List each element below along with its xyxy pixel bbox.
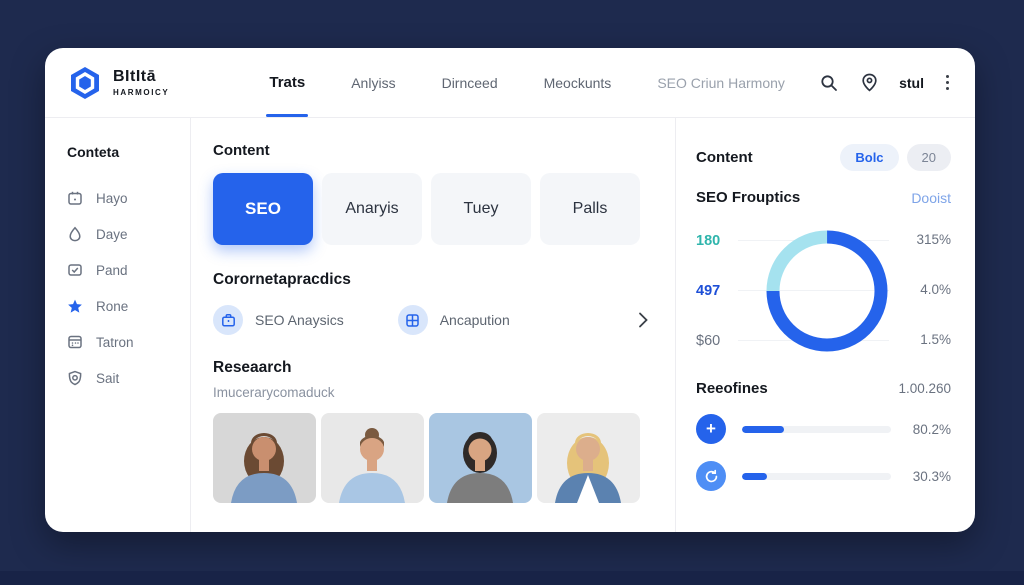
filter-seo-button[interactable]: SEO — [213, 173, 313, 245]
location-pin-icon[interactable] — [859, 73, 879, 93]
brand-name: BItItā — [113, 68, 156, 85]
practices-section: Corornetapracdics SEO Anaysics — [213, 271, 655, 335]
progress-fill — [742, 472, 768, 480]
filter-palls-button[interactable]: Palls — [540, 173, 640, 245]
sidebar-item-label: Hayo — [96, 190, 128, 206]
calendar-grid-icon — [68, 335, 82, 349]
progress-bar — [742, 472, 891, 480]
header-actions: stul — [819, 73, 951, 93]
research-subtext: Imucerarycomaduck — [213, 385, 335, 400]
panel-heading: Content — [696, 149, 753, 166]
practice-label: SEO Anaysics — [255, 312, 344, 328]
practices-row: SEO Anaysics Ancapution — [213, 305, 655, 335]
kebab-menu-icon[interactable] — [944, 73, 951, 92]
sidebar-heading: Conteta — [67, 144, 120, 160]
sidebar-item-pand[interactable]: Pand — [67, 252, 190, 288]
sidebar-item-daye[interactable]: Daye — [67, 216, 190, 252]
progress-row: + 80.2% — [696, 414, 951, 444]
sidebar-item-hayo[interactable]: Hayo — [67, 180, 190, 216]
content-body: Conteta Hayo Daye Pand — [45, 118, 975, 532]
sidebar-item-rone[interactable]: Rone — [67, 288, 190, 324]
refines-section: Reeofines 1.00.260 + 80.2% 30.3% — [696, 380, 951, 491]
app-window: BItItā HARMOICY Trats Anlyiss Dirnceed M… — [45, 48, 975, 532]
shield-icon — [68, 370, 82, 386]
panel-badges: Bolc 20 — [840, 144, 951, 171]
sidebar-item-label: Tatron — [96, 334, 134, 350]
sidebar-item-sait[interactable]: Sait — [67, 360, 190, 396]
filter-anaryis-button[interactable]: Anaryis — [322, 173, 422, 245]
filter-tuey-button[interactable]: Tuey — [431, 173, 531, 245]
badge-bolc[interactable]: Bolc — [840, 144, 899, 171]
portrait-photo[interactable] — [537, 413, 640, 503]
stat-value: 497 — [696, 283, 721, 299]
calendar-icon — [68, 191, 82, 205]
stat-percent: 315% — [916, 232, 951, 247]
sidebar-item-label: Sait — [96, 370, 120, 386]
sidebar-item-label: Daye — [96, 226, 128, 242]
brand-subtitle: HARMOICY — [113, 88, 170, 97]
practice-seo-anaysics[interactable]: SEO Anaysics — [213, 305, 344, 335]
research-photos — [213, 413, 655, 503]
research-heading: Reseaarch — [213, 359, 292, 376]
chevron-right-icon[interactable] — [637, 311, 649, 329]
dooist-link[interactable]: Dooist — [911, 189, 951, 206]
refines-heading: Reeofines — [696, 380, 768, 397]
sidebar-item-label: Pand — [96, 262, 128, 278]
main-heading: Content — [213, 142, 270, 159]
top-nav: BItItā HARMOICY Trats Anlyiss Dirnceed M… — [45, 48, 975, 118]
tab-anlyiss[interactable]: Anlyiss — [351, 74, 396, 91]
tab-meockunts[interactable]: Meockunts — [543, 74, 612, 91]
grid-line — [738, 290, 889, 291]
progress-bar — [742, 425, 891, 433]
panel-subheading: SEO Frouptics — [696, 189, 801, 206]
refines-total: 1.00.260 — [898, 381, 951, 396]
nav-tabs: Trats Anlyiss Dirnceed Meockunts SEO Cri… — [269, 48, 785, 117]
user-menu[interactable]: stul — [899, 74, 924, 91]
portrait-photo[interactable] — [213, 413, 316, 503]
research-section: Reseaarch Imucerarycomaduck — [213, 359, 655, 503]
practice-ancapution[interactable]: Ancapution — [397, 305, 510, 335]
tab-seo-criun-harmony[interactable]: SEO Criun Harmony — [657, 74, 785, 91]
progress-fill — [742, 425, 784, 433]
right-panel: Content Bolc 20 SEO Frouptics Dooist 180… — [675, 118, 975, 532]
progress-row: 30.3% — [696, 461, 951, 491]
sidebar-item-label: Rone — [96, 298, 129, 314]
tab-dirnceed[interactable]: Dirnceed — [441, 74, 498, 91]
droplet-icon — [69, 226, 81, 242]
badge-count[interactable]: 20 — [906, 144, 951, 171]
sidebar: Conteta Hayo Daye Pand — [45, 118, 191, 532]
tab-trats[interactable]: Trats — [269, 48, 305, 117]
stat-value: 180 — [696, 233, 721, 249]
briefcase-icon — [213, 305, 243, 335]
brand-logo[interactable]: BItItā HARMOICY — [67, 65, 169, 101]
filter-buttons: SEO Anaryis Tuey Palls — [213, 173, 655, 245]
search-icon[interactable] — [819, 73, 839, 93]
sidebar-item-tatron[interactable]: Tatron — [67, 324, 190, 360]
stat-percent: 1.5% — [920, 332, 951, 347]
bottom-strip — [0, 571, 1024, 585]
stat-value: $60 — [696, 333, 721, 349]
progress-percent: 80.2% — [912, 421, 951, 437]
brand-text: BItItā HARMOICY — [113, 68, 169, 97]
star-icon — [68, 299, 82, 313]
main-content: Content SEO Anaryis Tuey Palls Cororneta… — [191, 118, 675, 532]
practices-heading: Corornetapracdics — [213, 271, 351, 288]
practice-label: Ancapution — [439, 312, 510, 328]
plus-icon[interactable]: + — [696, 414, 726, 444]
portrait-photo[interactable] — [429, 413, 532, 503]
stat-percent: 4.0% — [920, 282, 951, 297]
portrait-photo[interactable] — [321, 413, 424, 503]
progress-percent: 30.3% — [912, 468, 951, 484]
refresh-icon[interactable] — [696, 461, 726, 491]
donut-chart: 180 497 $60 315% 4.0% 1.5% — [696, 216, 951, 366]
grid-icon — [397, 305, 428, 335]
inbox-check-icon — [68, 264, 82, 276]
hexagon-logo-icon — [71, 66, 99, 99]
donut-ring — [766, 230, 888, 352]
